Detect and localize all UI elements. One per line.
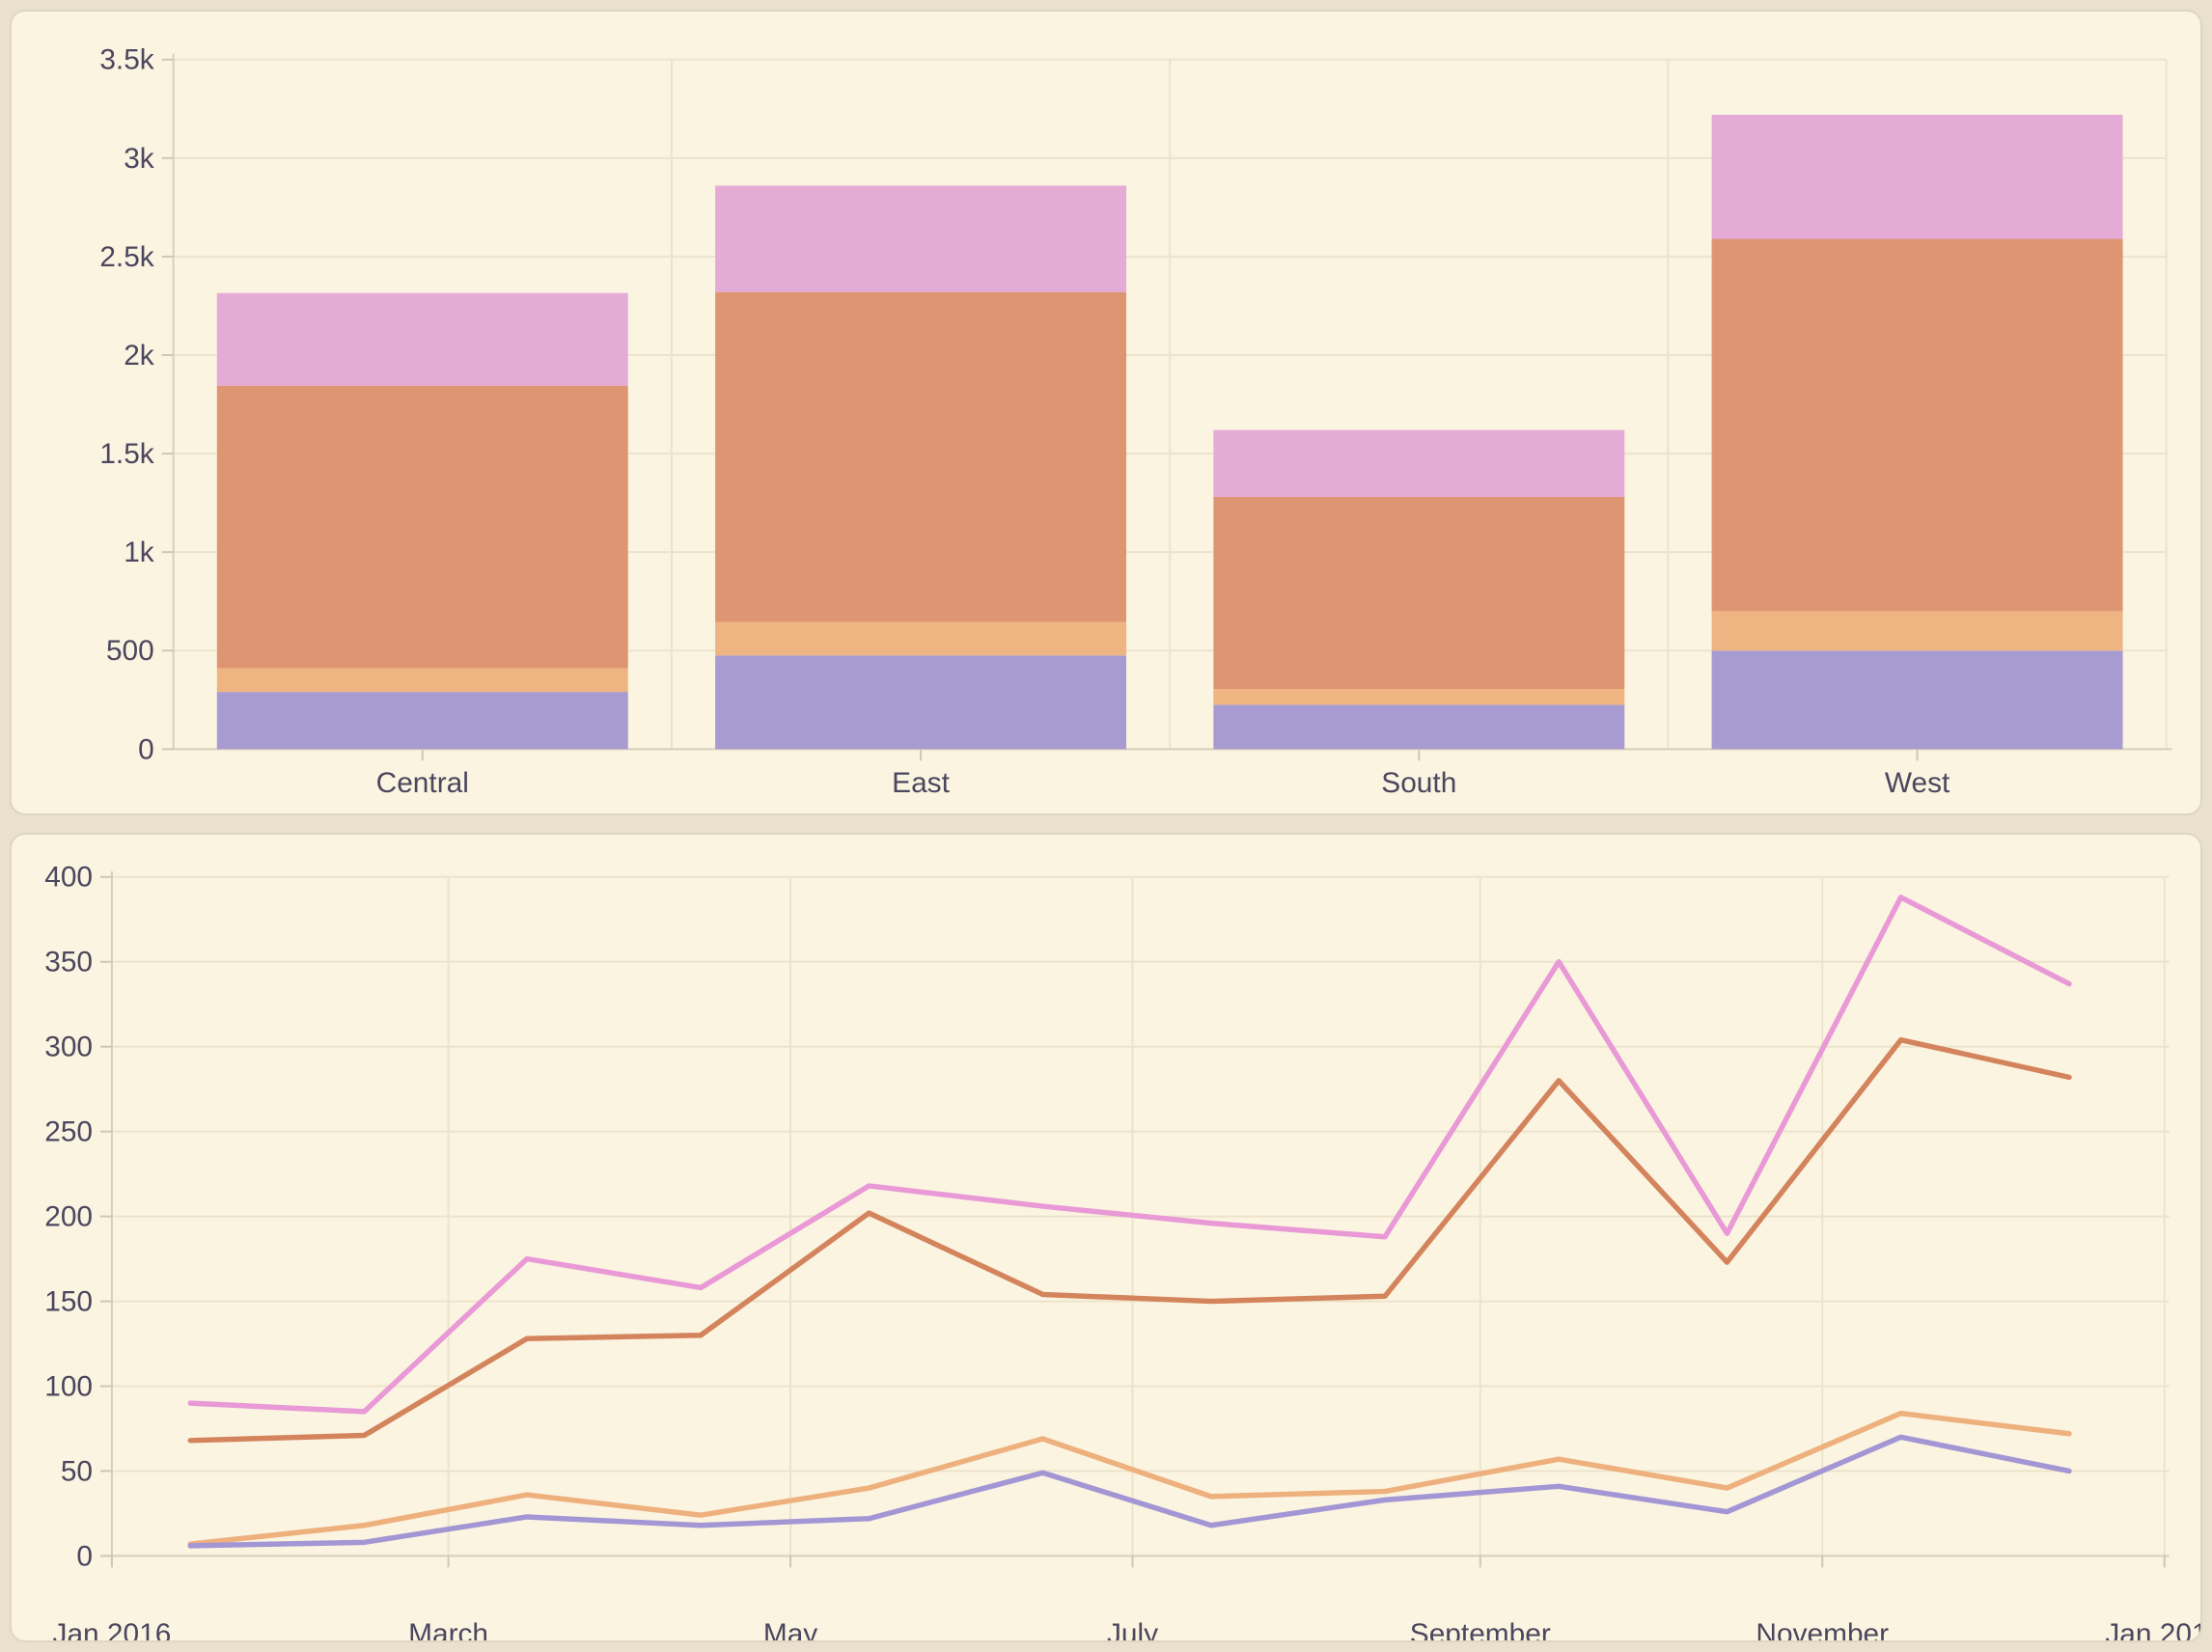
y-tick-label: 200 — [44, 1201, 93, 1233]
y-tick-label: 350 — [44, 947, 93, 978]
x-category-label: West — [1885, 767, 1950, 799]
line-chart: 0 50 100 150 200 250 300 350 400 Jan 2016 March May… — [44, 862, 2200, 1640]
stacked-bar-chart: 0 500 1k 1.5k 2k 2.5k 3k 3.5k Central East South We… — [99, 44, 2172, 799]
line-chart-card: 0 50 100 150 200 250 300 350 400 Jan 2016 March May… — [10, 833, 2202, 1642]
bar-segment-salmon-segment-west[interactable] — [1711, 238, 2123, 612]
bar-segment-salmon-segment-central[interactable] — [216, 385, 628, 669]
x-tick-label: July — [1107, 1618, 1158, 1640]
y-tick-label: 0 — [76, 1540, 93, 1572]
x-tick-label: September — [1410, 1618, 1551, 1640]
y-tick-label: 2.5k — [99, 241, 153, 273]
x-tick-label: Jan 2017 — [2105, 1618, 2200, 1640]
x-category-label: East — [892, 767, 950, 799]
bar-segment-pink-segment-central[interactable] — [216, 292, 628, 386]
x-category-label: Central — [376, 767, 469, 799]
y-tick-label: 3k — [124, 143, 154, 175]
y-tick-label: 300 — [44, 1032, 93, 1063]
y-tick-label: 50 — [61, 1455, 93, 1487]
line-series-orange-line[interactable] — [187, 1036, 2072, 1444]
y-tick-label: 1.5k — [99, 438, 153, 470]
bar-segment-pink-segment-south[interactable] — [1213, 429, 1625, 497]
y-tick-label: 250 — [44, 1116, 93, 1148]
bar-segment-purple-segment-west[interactable] — [1711, 650, 2123, 750]
y-tick-label: 1k — [124, 537, 154, 568]
y-tick-label: 500 — [106, 635, 154, 667]
x-category-label: South — [1381, 767, 1456, 799]
x-tick-label: November — [1756, 1618, 1889, 1640]
bar-segment-pink-segment-east[interactable] — [715, 185, 1127, 292]
y-tick-label: 2k — [124, 340, 154, 372]
bar-segment-tan-segment-west[interactable] — [1711, 611, 2123, 651]
stacked-bar-chart-card: 0 500 1k 1.5k 2k 2.5k 3k 3.5k Central East South We… — [10, 10, 2202, 815]
y-tick-label: 400 — [44, 862, 93, 894]
bar-segment-salmon-segment-south[interactable] — [1213, 496, 1625, 690]
bar-segment-purple-segment-south[interactable] — [1213, 704, 1625, 750]
y-tick-label: 3.5k — [99, 44, 153, 76]
bar-segment-purple-segment-central[interactable] — [216, 692, 628, 750]
line-series-pink-line[interactable] — [187, 895, 2072, 1415]
line-series-purple-line[interactable] — [187, 1434, 2072, 1549]
x-tick-label: Jan 2016 — [53, 1618, 172, 1640]
y-tick-label: 0 — [138, 733, 154, 765]
x-tick-label: March — [408, 1618, 488, 1640]
bar-segment-tan-segment-east[interactable] — [715, 621, 1127, 656]
bar-segment-salmon-segment-east[interactable] — [715, 291, 1127, 622]
line-series-tan-line[interactable] — [187, 1410, 2072, 1547]
bar-segment-purple-segment-east[interactable] — [715, 655, 1127, 750]
x-tick-label: May — [763, 1618, 817, 1640]
bar-segment-tan-segment-central[interactable] — [216, 668, 628, 693]
bar-segment-tan-segment-south[interactable] — [1213, 689, 1625, 705]
y-tick-label: 100 — [44, 1370, 93, 1402]
y-tick-label: 150 — [44, 1286, 93, 1318]
bar-segment-pink-segment-west[interactable] — [1711, 114, 2123, 239]
